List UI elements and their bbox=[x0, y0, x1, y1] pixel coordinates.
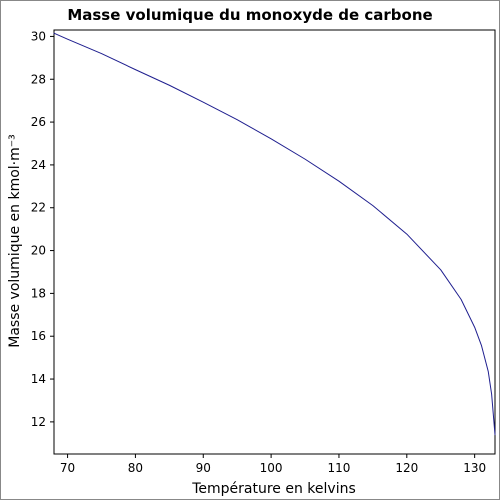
series-layer bbox=[53, 32, 496, 436]
x-axis-ticks: 70 80 90 100 110 120 130 bbox=[60, 454, 486, 475]
y-axis-ticks: 12 14 16 18 20 22 24 26 28 30 bbox=[31, 29, 54, 429]
x-tick-label: 80 bbox=[128, 461, 143, 475]
y-tick-label: 22 bbox=[31, 201, 46, 215]
y-tick-label: 30 bbox=[31, 29, 46, 43]
x-tick-label: 110 bbox=[328, 461, 351, 475]
y-tick-label: 20 bbox=[31, 244, 46, 258]
y-tick-label: 14 bbox=[31, 372, 46, 386]
series-line bbox=[53, 32, 496, 436]
x-tick-label: 70 bbox=[60, 461, 75, 475]
y-axis-label: Masse volumique en kmol·m⁻³ bbox=[7, 134, 23, 348]
y-tick-label: 24 bbox=[31, 158, 46, 172]
plot-frame bbox=[53, 29, 496, 455]
x-tick-label: 100 bbox=[260, 461, 283, 475]
chart-title: Masse volumique du monoxyde de carbone bbox=[67, 6, 432, 24]
y-tick-label: 16 bbox=[31, 329, 46, 343]
plot-area: 70 80 90 100 110 120 130 12 14 16 18 20 22 24 26 28 30 bbox=[31, 29, 496, 475]
x-tick-label: 120 bbox=[395, 461, 418, 475]
y-tick-label: 28 bbox=[31, 72, 46, 86]
x-tick-label: 90 bbox=[196, 461, 211, 475]
y-tick-label: 18 bbox=[31, 286, 46, 300]
y-tick-label: 26 bbox=[31, 115, 46, 129]
y-tick-label: 12 bbox=[31, 415, 46, 429]
x-axis-label: Température en kelvins bbox=[191, 481, 356, 497]
x-tick-label: 130 bbox=[463, 461, 486, 475]
